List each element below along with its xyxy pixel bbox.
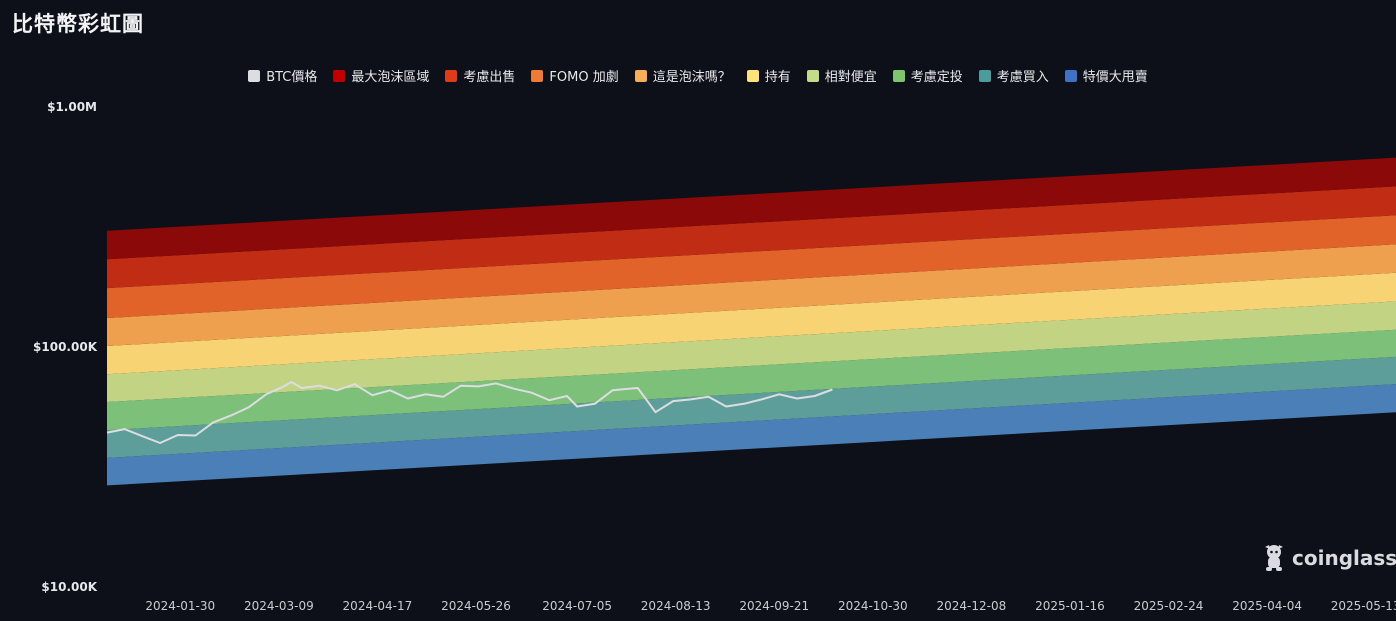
x-tick-label: 2024-08-13 [641,599,711,613]
y-tick-label: $10.00K [41,580,97,594]
coinglass-mascot-icon [1265,545,1283,571]
legend-label: 這是泡沫嗎？ [652,70,731,85]
legend-label: FOMO 加劇 [549,70,619,85]
rainbow-band-8 [107,157,1396,260]
x-tick-label: 2025-01-16 [1035,599,1105,613]
legend-item-sell[interactable]: 考慮出售 [445,66,515,85]
coinglass-logo: coinglass [1262,543,1396,573]
rainbow-band-0 [107,384,1396,486]
legend-swatch [445,69,458,82]
legend-label: 考慮出售 [463,70,516,85]
x-tick-label: 2025-04-04 [1232,599,1302,613]
x-axis: 2024-01-30 2024-03-09 2024-04-17 2024-05-26… [145,599,1396,613]
legend-label: 相對便宜 [824,70,877,85]
legend-label: 特價大甩賣 [1082,70,1148,85]
y-axis: $1.00M $100.00K $10.00K [33,100,98,594]
rainbow-band-3 [107,301,1396,402]
legend-label: 考慮定投 [910,70,963,85]
x-tick-label: 2024-04-17 [343,599,413,613]
legend-swatch [978,69,991,82]
btc-price-line [106,381,833,444]
legend-swatch [248,69,261,82]
legend-item-fire-sale[interactable]: 特價大甩賣 [1064,66,1148,85]
rainbow-band-4 [107,272,1396,375]
legend-swatch [531,69,544,82]
btc-price-series [106,381,833,444]
x-tick-label: 2024-03-09 [244,599,314,613]
legend-item-bubble[interactable]: 這是泡沫嗎？ [634,66,731,85]
legend-swatch [1064,69,1077,82]
x-tick-label: 2024-05-26 [441,599,511,613]
legend-item-hold[interactable]: 持有 [746,66,791,85]
x-tick-label: 2024-10-30 [838,599,908,613]
legend-swatch [892,69,905,82]
chart-legend: BTC價格 最大泡沫區域 考慮出售 FOMO 加劇 這是泡沫嗎？ 持有 相對便宜… [0,66,1396,85]
page-title: 比特幣彩虹圖 [12,12,144,36]
rainbow-band-7 [107,186,1396,289]
legend-item-max-bubble[interactable]: 最大泡沫區域 [333,66,429,85]
legend-swatch [806,69,819,82]
legend-item-dca[interactable]: 考慮定投 [892,66,963,85]
x-tick-label: 2025-02-24 [1134,599,1204,613]
x-tick-label: 2024-01-30 [145,599,215,613]
legend-item-btc-price[interactable]: BTC價格 [248,66,317,85]
legend-swatch [634,69,647,82]
legend-swatch [333,69,346,82]
y-tick-label: $1.00M [47,100,97,114]
x-tick-label: 2024-12-08 [937,599,1007,613]
y-tick-label: $100.00K [33,340,98,354]
rainbow-band-1 [107,356,1396,458]
legend-item-buy[interactable]: 考慮買入 [978,66,1049,85]
legend-item-fomo[interactable]: FOMO 加劇 [531,66,619,85]
x-tick-label: 2024-07-05 [542,599,612,613]
x-tick-label: 2024-09-21 [739,599,809,613]
legend-label: 最大泡沫區域 [351,70,430,85]
rainbow-band-5 [107,244,1396,346]
legend-item-cheap[interactable]: 相對便宜 [806,66,877,85]
rainbow-band-6 [107,215,1396,319]
rainbow-band-2 [107,329,1396,431]
logo-text: coinglass [1292,546,1396,570]
legend-label: 持有 [764,70,791,85]
legend-label: 考慮買入 [996,70,1049,85]
legend-label: BTC價格 [266,70,318,85]
x-tick-label: 2025-05-13 [1331,599,1396,613]
rainbow-bands [107,157,1396,486]
legend-swatch [746,69,759,82]
